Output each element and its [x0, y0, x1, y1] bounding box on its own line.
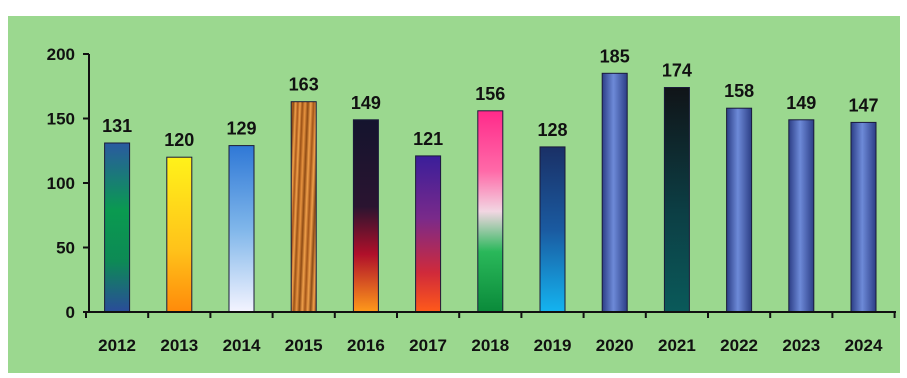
chart-background-panel — [8, 16, 900, 373]
bar-2018 — [477, 110, 504, 313]
value-label-2018: 156 — [475, 84, 505, 104]
y-axis: 0 50 100 150 200 — [47, 45, 89, 322]
x-tick-label-2024: 2024 — [845, 336, 883, 355]
bar-2024 — [850, 121, 877, 313]
y-tick-label-200: 200 — [47, 45, 75, 64]
bar-2019 — [539, 146, 566, 313]
value-label-2019: 128 — [537, 120, 567, 140]
value-label-2016: 149 — [351, 93, 381, 113]
y-tick-label-100: 100 — [47, 174, 75, 193]
value-labels-layer: 131 120 129 163 149 121 156 128 185 174 158 149 147 — [102, 46, 878, 150]
x-tick-label-2019: 2019 — [534, 336, 572, 355]
value-label-2021: 174 — [662, 61, 692, 81]
value-label-2024: 147 — [848, 95, 878, 115]
bar-2014 — [228, 145, 255, 313]
y-tick-label-150: 150 — [47, 110, 75, 129]
x-tick-label-2015: 2015 — [285, 336, 323, 355]
x-axis: 2012 2013 2014 2015 2016 2017 2018 2019 2020 2021… — [85, 312, 896, 355]
x-tick-label-2020: 2020 — [596, 336, 634, 355]
bar-2020 — [601, 72, 628, 313]
x-tick-label-2014: 2014 — [223, 336, 261, 355]
x-tick-label-2023: 2023 — [782, 336, 820, 355]
x-tick-label-2017: 2017 — [409, 336, 447, 355]
y-tick-label-0: 0 — [66, 303, 75, 322]
bar-2016 — [352, 119, 379, 313]
value-label-2012: 131 — [102, 116, 132, 136]
bar-2013 — [166, 156, 193, 313]
bar-2015 — [290, 101, 317, 313]
bar-2022 — [726, 107, 753, 313]
value-label-2015: 163 — [289, 75, 319, 95]
bar-2023 — [788, 119, 815, 313]
x-tick-label-2013: 2013 — [160, 336, 198, 355]
x-tick-label-2018: 2018 — [471, 336, 509, 355]
x-tick-label-2012: 2012 — [98, 336, 136, 355]
value-label-2014: 129 — [226, 119, 256, 139]
x-tick-label-2022: 2022 — [720, 336, 758, 355]
y-tick-label-50: 50 — [56, 239, 75, 258]
value-label-2013: 120 — [164, 130, 194, 150]
bar-2021 — [663, 87, 690, 313]
value-label-2023: 149 — [786, 93, 816, 113]
bars-layer — [104, 72, 877, 313]
bar-2012 — [104, 142, 131, 313]
value-label-2020: 185 — [600, 46, 630, 66]
x-tick-label-2021: 2021 — [658, 336, 696, 355]
value-label-2022: 158 — [724, 81, 754, 101]
x-tick-label-2016: 2016 — [347, 336, 385, 355]
bar-2017 — [415, 155, 442, 313]
value-label-2017: 121 — [413, 129, 443, 149]
